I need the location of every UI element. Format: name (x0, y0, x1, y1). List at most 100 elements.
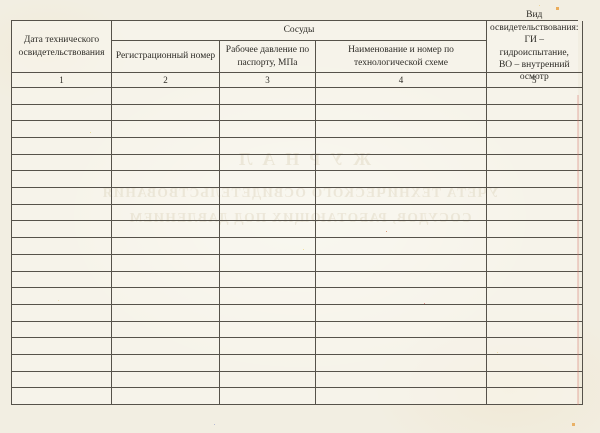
column-number: 2 (112, 73, 220, 88)
table-cell (112, 88, 220, 105)
table-cell (316, 254, 487, 272)
table-cell (112, 138, 220, 155)
table-cell (12, 304, 112, 322)
table-cell (220, 104, 316, 122)
table-cell (12, 104, 112, 122)
table-cell (220, 171, 316, 189)
table-cell (487, 121, 583, 139)
table-cell (316, 321, 487, 339)
table-cell (112, 188, 220, 205)
table-cell (220, 221, 316, 239)
table-cell (220, 271, 316, 289)
table-cell (220, 388, 316, 405)
table-cell (220, 88, 316, 105)
table-cell (487, 338, 583, 355)
table-cell (487, 238, 583, 255)
table-cell (112, 388, 220, 405)
table-cell (316, 338, 487, 355)
group-header-vessels: Сосуды (112, 21, 487, 41)
table-cell (316, 354, 487, 372)
table-cell (220, 304, 316, 322)
table-cell (487, 388, 583, 405)
column-number: 1 (12, 73, 112, 88)
column-number: 4 (316, 73, 487, 88)
table-cell (316, 388, 487, 405)
table-cell (220, 238, 316, 255)
table-cell (316, 104, 487, 122)
table-cell (487, 271, 583, 289)
table-cell (487, 254, 583, 272)
table-cell (12, 221, 112, 239)
table-cell (487, 371, 583, 389)
table-cell (112, 154, 220, 172)
table-cell (112, 254, 220, 272)
table-cell (12, 288, 112, 305)
table-cell (487, 138, 583, 155)
table-cell (220, 354, 316, 372)
table-cell (112, 288, 220, 305)
table-cell (12, 88, 112, 105)
col-header-name-scheme-number: Наименование и номер по технологической … (316, 41, 487, 73)
table-cell (487, 288, 583, 305)
table-cell (112, 204, 220, 222)
table-cell (112, 221, 220, 239)
table-cell (487, 221, 583, 239)
table-cell (220, 121, 316, 139)
table-cell (220, 154, 316, 172)
table-cell (112, 354, 220, 372)
table-cell (112, 171, 220, 189)
table-cell (220, 138, 316, 155)
table-cell (316, 371, 487, 389)
inspection-journal-table: Дата технического освидетельствования Со… (11, 10, 583, 405)
column-number: 3 (220, 73, 316, 88)
table-cell (112, 304, 220, 322)
table-cell (112, 238, 220, 255)
column-number: 5 (487, 73, 583, 88)
col-header-working-pressure: Рабочее давление по паспорту, МПа (220, 41, 316, 73)
table-cell (12, 254, 112, 272)
table-cell (112, 371, 220, 389)
table-cell (487, 154, 583, 172)
table-cell (12, 321, 112, 339)
table-cell (220, 321, 316, 339)
table-cell (316, 171, 487, 189)
table-cell (12, 204, 112, 222)
table-cell (220, 338, 316, 355)
table-cell (112, 321, 220, 339)
table-cell (316, 304, 487, 322)
col-header-registration-number: Регистрационный номер (112, 41, 220, 73)
table-cell (487, 188, 583, 205)
table-cell (487, 321, 583, 339)
table-cell (316, 121, 487, 139)
table-cell (487, 304, 583, 322)
table-cell (316, 238, 487, 255)
table-cell (487, 204, 583, 222)
table-cell (316, 271, 487, 289)
table-cell (316, 188, 487, 205)
table-cell (12, 354, 112, 372)
col-header-inspection-type: Вид освидетельствования: ГИ – гидроиспыт… (487, 10, 583, 82)
table-cell (12, 388, 112, 405)
table-cell (220, 254, 316, 272)
table-cell (487, 171, 583, 189)
table-cell (316, 154, 487, 172)
table-cell (12, 371, 112, 389)
table-cell (112, 104, 220, 122)
table-cell (220, 288, 316, 305)
table-cell (316, 288, 487, 305)
table-cell (220, 204, 316, 222)
col-header-inspection-date: Дата технического освидетельствования (12, 21, 112, 73)
table-cell (112, 338, 220, 355)
table-cell (12, 188, 112, 205)
table-cell (316, 221, 487, 239)
table-cell (112, 121, 220, 139)
table-cell (12, 138, 112, 155)
table-cell (12, 238, 112, 255)
table-cell (12, 121, 112, 139)
table-cell (220, 371, 316, 389)
table-cell (316, 88, 487, 105)
table-cell (316, 138, 487, 155)
table-cell (487, 104, 583, 122)
table-cell (487, 88, 583, 105)
